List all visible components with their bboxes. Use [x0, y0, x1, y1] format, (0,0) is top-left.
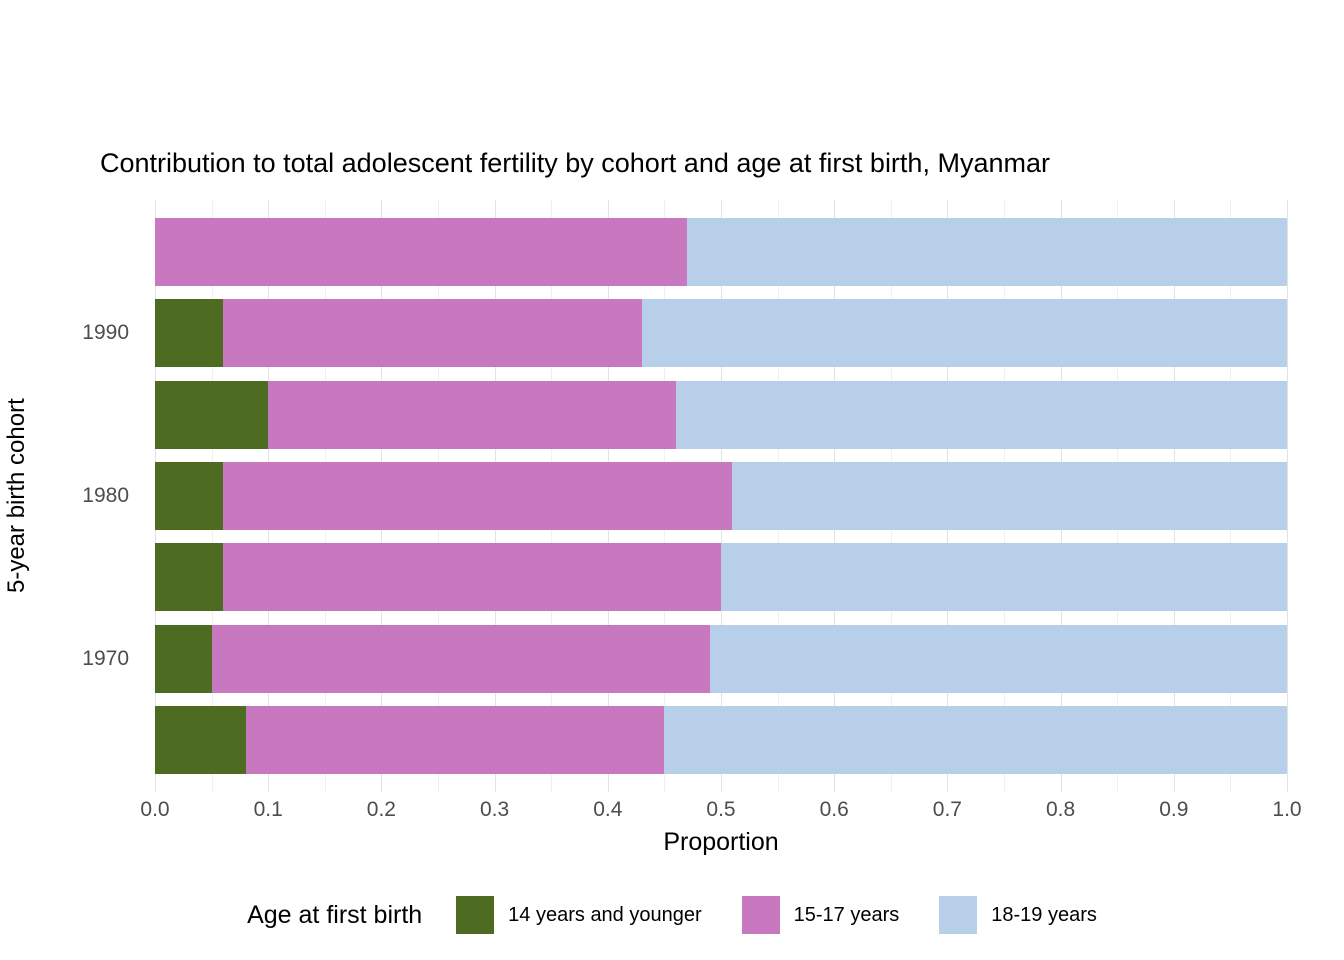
legend: Age at first birth 14 years and younger 1…: [0, 896, 1344, 934]
legend-label: 14 years and younger: [508, 903, 702, 926]
legend-swatch: [741, 896, 780, 934]
bar-segment: [155, 218, 688, 286]
x-tick-label: 0.3: [479, 798, 510, 821]
bar-row-1980: [155, 461, 1287, 530]
x-axis-ticks: 0.0 0.1 0.2 0.3 0.4 0.5 0.6 0.7 0.8 0.9 1.0: [140, 798, 1301, 824]
bar-row-1975: [155, 543, 1287, 612]
bar-segment: [222, 461, 733, 530]
bar-segment: [155, 705, 246, 774]
plot-area: [155, 200, 1288, 792]
bar-segment: [155, 461, 223, 530]
bar-segment: [664, 705, 1287, 774]
y-axis-ticks: 1990 1980 1970: [0, 200, 143, 792]
x-tick-label: 0.6: [819, 798, 849, 821]
bar-segment: [155, 380, 269, 449]
bar-row-1970: [155, 624, 1287, 693]
legend-item: 14 years and younger: [456, 896, 702, 934]
bar-segment: [687, 218, 1287, 286]
bar-row-1995: [155, 218, 1287, 286]
bar-segment: [155, 624, 212, 693]
bar-segment: [720, 543, 1287, 612]
y-tick-label: [0, 543, 143, 611]
bar-segment: [268, 380, 676, 449]
bar-row-1990: [155, 299, 1287, 368]
bar-segment: [211, 624, 710, 693]
bar-segment: [245, 705, 665, 774]
bar-row-1985: [155, 380, 1287, 449]
legend-swatch: [939, 896, 978, 934]
x-tick-label: 0.4: [593, 798, 623, 821]
bar-segment: [641, 299, 1287, 368]
legend-label: 15-17 years: [793, 903, 900, 926]
bar-segment: [675, 380, 1287, 449]
x-tick-label: 0.1: [253, 798, 283, 821]
legend-item: 15-17 years: [741, 896, 900, 934]
legend-items: 14 years and younger 15-17 years 18-19 yea…: [456, 896, 1097, 934]
y-tick-label: [0, 706, 143, 774]
y-tick-label: [0, 218, 143, 286]
bar-segment: [709, 624, 1287, 693]
x-tick-label: 0.8: [1045, 798, 1076, 821]
chart-title: Contribution to total adolescent fertili…: [100, 148, 1050, 178]
x-tick-label: 0.0: [140, 798, 170, 821]
legend-swatch: [456, 896, 495, 934]
y-tick-label: 1970: [82, 646, 129, 670]
bar-segment: [155, 299, 223, 368]
legend-item: 18-19 years: [939, 896, 1097, 934]
y-tick-label: 1980: [82, 483, 129, 507]
x-tick-label: 0.2: [366, 798, 396, 821]
bar-stack-container: [155, 200, 1287, 792]
bar-row-1965: [155, 705, 1287, 774]
bar-segment: [155, 543, 223, 612]
x-tick-label: 0.5: [706, 798, 736, 821]
x-tick-label: 0.9: [1159, 798, 1189, 821]
bar-segment: [732, 461, 1287, 530]
x-tick-label: 0.7: [932, 798, 962, 821]
y-tick-label: 1990: [82, 321, 129, 345]
bar-segment: [222, 543, 721, 612]
legend-label: 18-19 years: [991, 903, 1097, 926]
x-tick-label: 1.0: [1272, 798, 1302, 821]
y-tick-label: [0, 381, 143, 449]
x-axis-title: Proportion: [663, 828, 779, 856]
bar-segment: [222, 299, 642, 368]
grid-line-major: [1287, 200, 1288, 792]
legend-title: Age at first birth: [247, 900, 423, 929]
